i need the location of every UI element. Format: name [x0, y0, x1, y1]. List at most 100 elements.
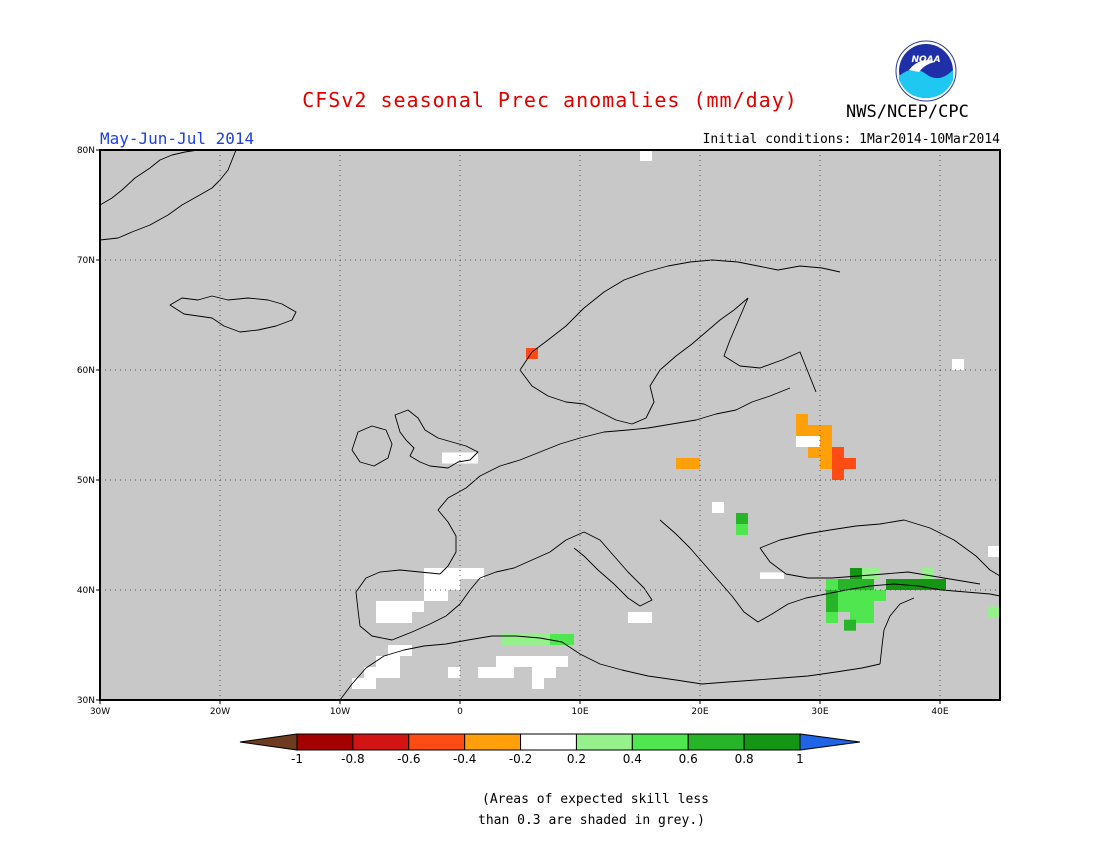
anomaly-cell [736, 524, 748, 535]
lat-tick-label: 80N [77, 146, 95, 156]
anomaly-cell [838, 579, 874, 590]
coastline-iceland [169, 295, 297, 333]
anomaly-cell [826, 590, 838, 601]
colorbar-bin [687, 733, 745, 751]
anomaly-cell [496, 656, 568, 667]
season-label: May-Jun-Jul 2014 [100, 129, 255, 148]
noaa-logo-text: NOAA [911, 55, 940, 65]
colorbar: -1 -0.8 -0.6 -0.4 -0.2 0.2 0.4 0.6 0.8 1 [239, 733, 861, 766]
lat-tick-label: 60N [77, 366, 95, 376]
colorbar-bin [352, 733, 410, 751]
anomaly-cell [886, 579, 946, 590]
colorbar-bin [575, 733, 633, 751]
initial-conditions-label: Initial conditions: 1Mar2014-10Mar2014 [702, 132, 1000, 147]
coastline-iberia [355, 551, 551, 641]
coastline-finland [723, 297, 817, 393]
anomaly-cell [820, 458, 832, 469]
anomaly-cell [832, 447, 844, 458]
anomaly-cell [388, 645, 412, 656]
coastline-baltic [519, 387, 791, 461]
colorbar-bin [296, 733, 354, 751]
anomaly-cell [826, 579, 838, 590]
colorbar-tick-label: 0.2 [567, 752, 586, 766]
map-frame [99, 149, 1001, 701]
anomaly-cell [922, 568, 934, 579]
coastline-levant [879, 597, 915, 665]
anomaly-cell [952, 359, 964, 370]
colorbar-tick-label: 0.6 [679, 752, 698, 766]
gridlines [100, 150, 1000, 700]
anomaly-cell [850, 612, 874, 623]
noaa-logo: NOAA [895, 40, 957, 106]
coastline-britain [394, 409, 479, 469]
coastline-greenland [99, 149, 237, 241]
org-label: NWS/NCEP/CPC [846, 102, 969, 122]
anomaly-cell [640, 150, 652, 161]
anomaly-cell [808, 447, 832, 458]
coastline-scandinavia [519, 259, 841, 425]
colorbar-bin [408, 733, 466, 751]
coastlines [99, 149, 1001, 701]
anomaly-cell [826, 612, 838, 623]
coastline-ireland [351, 425, 393, 467]
lon-tick-label: 30W [90, 707, 110, 717]
anomaly-cell [364, 667, 400, 678]
colorbar-tick-label: -0.2 [509, 752, 532, 766]
colorbar-low-arrow [239, 733, 298, 751]
colorbar-tick-label: -1 [291, 752, 303, 766]
colorbar-tick-label: -0.6 [397, 752, 420, 766]
anomaly-cell [796, 436, 820, 447]
coastline-italy [549, 531, 653, 607]
colorbar-tick-label: 0.4 [623, 752, 642, 766]
anomaly-cell [376, 612, 412, 623]
anomaly-cell [988, 546, 1000, 557]
anomaly-cell [676, 458, 700, 469]
anomaly-cell [628, 612, 652, 623]
lat-tick-label: 30N [77, 696, 95, 706]
lon-tick-label: 10E [571, 707, 588, 717]
anomaly-cell [850, 568, 862, 579]
anomaly-cell [478, 667, 514, 678]
anomaly-cell [502, 634, 550, 645]
anomaly-cell [760, 572, 784, 579]
anomaly-cell [844, 619, 856, 631]
axis-ticks: 30W 20W 10W 0 10E 20E 30E 40E 80N 70N 60N 50N 40N 30N [77, 146, 949, 717]
anomaly-cell [424, 579, 460, 590]
anomaly-cell [532, 678, 544, 689]
lon-tick-label: 10W [330, 707, 350, 717]
colorbar-tick-label: 1 [796, 752, 804, 766]
coastline-north-africa [339, 635, 881, 701]
lon-tick-label: 20W [210, 707, 230, 717]
anomaly-cell [712, 502, 724, 513]
chart-title: CFSv2 seasonal Prec anomalies (mm/day) [302, 88, 798, 112]
anomaly-cell [796, 414, 808, 425]
anomaly-cell [826, 601, 838, 612]
anomaly-cell [988, 606, 1000, 618]
coastline-black-sea [759, 519, 1001, 585]
colorbar-tick-label: 0.8 [735, 752, 754, 766]
skill-note-line2: than 0.3 are shaded in grey.) [478, 813, 705, 828]
anomaly-cell [550, 634, 574, 645]
colorbar-tick-label: -0.8 [341, 752, 364, 766]
colorbar-bin [520, 733, 577, 751]
anomaly-cell [352, 678, 376, 689]
anomaly-cells [352, 150, 1000, 689]
anomaly-cell [424, 568, 484, 579]
colorbar-bin [631, 733, 689, 751]
lon-tick-label: 0 [457, 707, 463, 717]
anomaly-cell [448, 667, 460, 678]
anomaly-cell [376, 656, 400, 667]
coastline-balkans [659, 519, 1001, 623]
anomaly-cell [736, 513, 748, 524]
anomaly-cell [832, 458, 856, 469]
lat-tick-label: 70N [77, 256, 95, 266]
colorbar-bin [743, 733, 801, 751]
colorbar-bin [464, 733, 522, 751]
lon-tick-label: 40E [931, 707, 948, 717]
anomaly-cell [424, 590, 448, 601]
coastline-france [437, 459, 521, 575]
anomaly-cell [832, 469, 844, 480]
anomaly-cell [820, 436, 832, 447]
colorbar-high-arrow [799, 733, 861, 751]
